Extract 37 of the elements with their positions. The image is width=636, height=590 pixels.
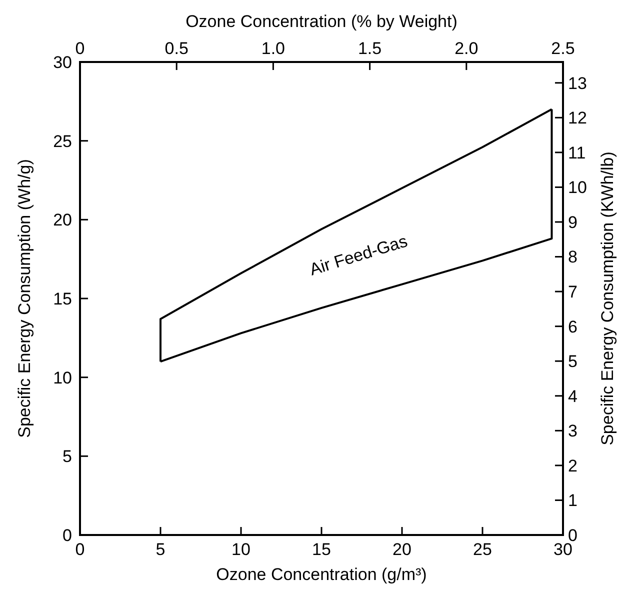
x-tick-label: 10 — [232, 540, 250, 559]
y2-tick-label: 8 — [568, 248, 578, 267]
x-tick-label: 25 — [473, 540, 492, 559]
y-axis-title: Specific Energy Consumption (Wh/g) — [15, 159, 34, 438]
y-tick-label: 25 — [53, 132, 72, 151]
x-tick-label: 15 — [312, 540, 331, 559]
y2-tick-label: 2 — [568, 456, 578, 476]
x2-tick-label: 1.5 — [358, 39, 382, 58]
y-tick-label: 15 — [53, 289, 72, 308]
y2-tick-label: 9 — [568, 212, 578, 232]
y2-tick-label: 1 — [568, 491, 578, 510]
x-tick-label: 5 — [156, 540, 166, 559]
x2-tick-label: 1.0 — [261, 39, 286, 58]
x-tick-label: 0 — [75, 540, 85, 559]
x-tick-label: 30 — [554, 540, 572, 559]
y2-tick-label: 11 — [568, 143, 586, 162]
y2-tick-label: 10 — [568, 178, 587, 198]
y2-tick-label: 6 — [568, 317, 578, 336]
y2-tick-label: 12 — [568, 108, 587, 128]
y-tick-label: 10 — [53, 368, 72, 388]
x-tick-label: 20 — [392, 540, 412, 559]
y2-tick-label: 4 — [568, 386, 578, 406]
x2-tick-label: 2.0 — [454, 39, 478, 58]
x2-tick-label: 2.5 — [551, 39, 575, 58]
y2-tick-label: 7 — [568, 282, 578, 302]
y2-axis-title: Specific Energy Consumption (KWh/lb) — [598, 152, 617, 446]
x-axis-title: Ozone Concentration (g/m³) — [216, 565, 427, 584]
y2-tick-label: 3 — [568, 422, 578, 441]
y-tick-label: 20 — [53, 210, 72, 230]
x2-axis-title: Ozone Concentration (% by Weight) — [186, 12, 458, 31]
y-tick-label: 30 — [53, 52, 72, 72]
y2-tick-label: 13 — [568, 74, 587, 93]
x2-tick-label: 0 — [75, 39, 85, 58]
y-tick-label: 0 — [62, 526, 72, 545]
x2-tick-label: 0.5 — [164, 39, 188, 58]
y2-tick-label: 5 — [568, 352, 578, 372]
y-tick-label: 5 — [62, 447, 72, 466]
